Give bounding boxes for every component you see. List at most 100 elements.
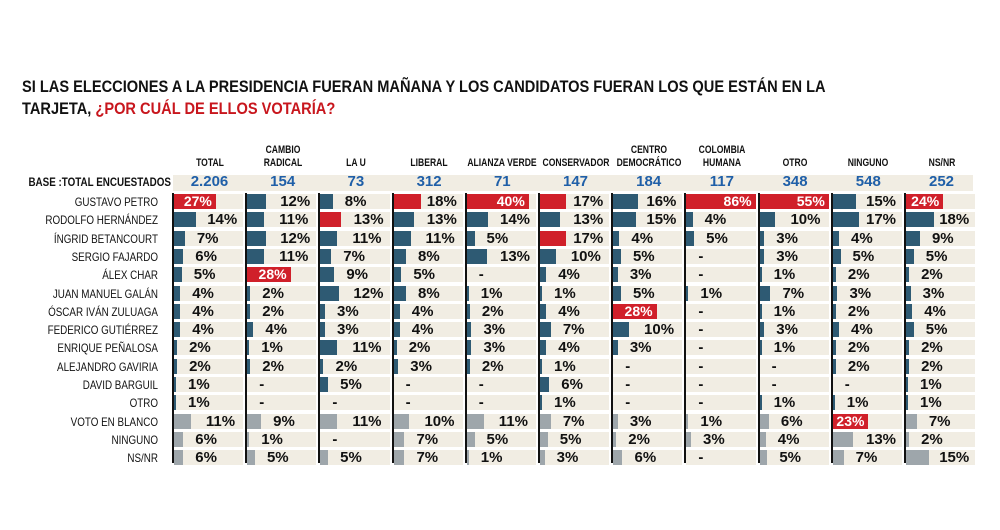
value-bar	[320, 322, 326, 338]
value-label: 4%	[850, 321, 873, 339]
value-label: 1%	[554, 357, 576, 375]
title-line-2-plain: TARJETA,	[22, 99, 96, 118]
column-header: NINGUNO	[848, 157, 889, 169]
value-label: 5%	[632, 284, 655, 302]
value-bar	[832, 248, 841, 264]
value-bar	[174, 230, 185, 246]
value-bar	[759, 450, 768, 466]
table-cell: 13%	[393, 211, 463, 228]
value-label: 6%	[634, 449, 657, 467]
value-bar	[174, 267, 182, 283]
value-bar	[906, 377, 908, 392]
table-cell: 9%	[247, 413, 317, 430]
value-label: 5%	[559, 430, 582, 448]
table-cell: 5%	[540, 430, 610, 448]
value-label: 11%	[205, 412, 236, 430]
value-label: 6%	[195, 247, 217, 265]
table-cell: 1%	[247, 339, 317, 356]
table-cell: 28%	[613, 303, 683, 319]
value-bar	[540, 413, 551, 429]
column-divider	[904, 193, 906, 463]
value-bar	[906, 322, 914, 338]
value-label: 86%	[723, 193, 752, 209]
value-label: -	[478, 376, 484, 393]
column-header: LA U	[346, 157, 366, 169]
value-label: 2%	[847, 339, 870, 357]
value-bar	[832, 285, 838, 301]
row-label: RODOLFO HERNÁNDEZ	[45, 213, 158, 228]
table-cell: 2%	[247, 303, 317, 320]
value-label: 6%	[195, 449, 217, 467]
table-cell: 6%	[174, 431, 244, 448]
value-label: -	[332, 394, 338, 412]
column-divider	[391, 193, 394, 463]
table-cell: 4%	[540, 339, 610, 356]
column-divider	[611, 193, 614, 463]
column-divider	[318, 193, 321, 463]
value-bar	[759, 395, 762, 411]
table-cell: 1%	[540, 394, 610, 411]
table-cell: 11%	[174, 412, 244, 430]
base-count: 2.206	[190, 173, 229, 190]
table-cell: 1%	[466, 449, 536, 466]
value-label: 2%	[262, 357, 284, 375]
table-cell: 7%	[759, 285, 829, 302]
table-cell: 7%	[540, 413, 610, 430]
value-bar	[393, 303, 400, 319]
value-bar	[759, 413, 769, 429]
table-cell: 11%	[466, 413, 536, 430]
value-label: 3%	[776, 321, 798, 339]
value-label: 4%	[850, 229, 873, 247]
base-count: 348	[782, 173, 808, 190]
table-cell: 5%	[613, 247, 683, 265]
value-bar	[174, 358, 178, 374]
value-label: 14%	[207, 211, 238, 229]
value-label: 18%	[939, 211, 970, 229]
table-cell: 11%	[320, 413, 390, 430]
value-label: 5%	[925, 321, 948, 339]
value-label: -	[625, 394, 631, 412]
table-cell: 5%	[466, 431, 536, 448]
value-label: 5%	[193, 266, 216, 284]
value-label: 1%	[188, 376, 210, 393]
value-label: -	[698, 376, 704, 393]
value-bar	[320, 212, 341, 228]
table-cell: 3%	[759, 248, 829, 265]
value-label: 3%	[483, 321, 506, 339]
value-bar	[906, 212, 934, 228]
value-label: 17%	[573, 193, 604, 210]
value-bar	[540, 358, 542, 374]
value-label: 3%	[629, 266, 652, 284]
table-cell: 1%	[686, 413, 756, 430]
value-label: 7%	[855, 449, 878, 467]
value-bar	[540, 212, 561, 228]
row-label: ÓSCAR IVÁN ZULUAGA	[48, 304, 158, 319]
value-bar	[247, 413, 262, 429]
value-label: 1%	[920, 394, 942, 412]
table-cell: 27%	[174, 193, 244, 209]
value-bar	[613, 194, 638, 209]
value-bar	[540, 194, 567, 209]
value-bar	[540, 303, 547, 319]
table-cell: 3%	[320, 321, 390, 338]
value-bar	[174, 303, 181, 319]
table-cell: 5%	[832, 248, 902, 265]
table-cell: 3%	[466, 339, 536, 356]
table-cell: 2%	[466, 303, 536, 320]
value-bar	[906, 230, 920, 246]
value-bar	[247, 194, 266, 209]
table-cell: 14%	[174, 211, 244, 229]
value-bar	[832, 413, 869, 429]
table-cell: 1%	[906, 376, 976, 393]
value-label: 5%	[632, 247, 655, 265]
value-bar	[759, 285, 771, 301]
value-bar	[247, 450, 255, 466]
value-bar	[832, 340, 836, 356]
value-label: 4%	[558, 266, 580, 284]
value-label: -	[405, 376, 411, 393]
value-label: 1%	[700, 284, 723, 302]
column-header: CONSERVADOR	[542, 157, 610, 169]
value-bar	[686, 285, 689, 301]
table-cell: 3%	[832, 285, 902, 302]
table-cell: 17%	[540, 230, 610, 247]
